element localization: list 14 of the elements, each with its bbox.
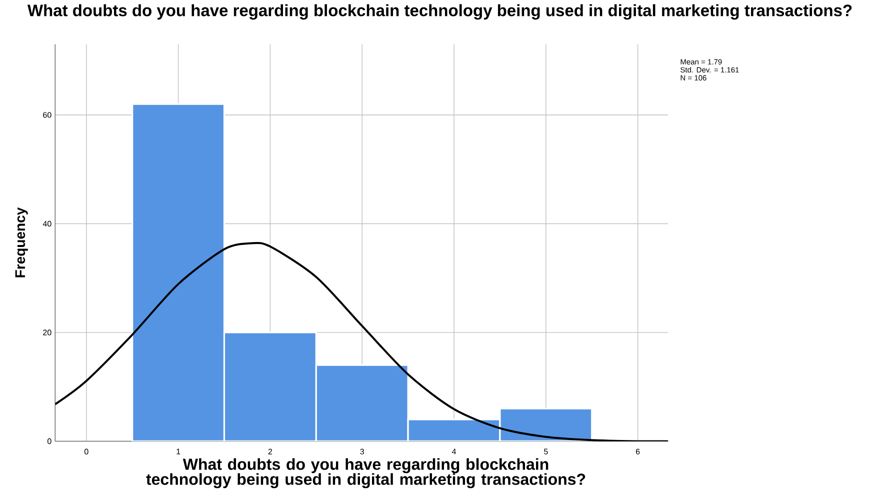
x-tick-label: 4 <box>452 448 456 454</box>
x-tick-label: 3 <box>360 448 364 454</box>
x-tick-label: 6 <box>636 448 640 454</box>
y-tick-label: 40 <box>42 220 52 227</box>
x-axis-title: What doubts do you have regarding blockchain technology being used in digital marketing transactions? <box>146 458 586 488</box>
y-tick-label: 0 <box>47 438 52 444</box>
chart-title: What doubts do you have regarding blockchain technology being used in digital marketing transactions? <box>27 4 852 20</box>
y-axis-title: Frequency <box>15 207 28 278</box>
x-tick-label: 2 <box>268 448 272 454</box>
y-tick-label: 20 <box>43 330 52 336</box>
x-tick-label: 0 <box>84 448 88 454</box>
y-tick-label: 60 <box>43 112 52 118</box>
x-tick-label: 5 <box>544 448 548 454</box>
x-tick-label: 1 <box>176 448 180 454</box>
